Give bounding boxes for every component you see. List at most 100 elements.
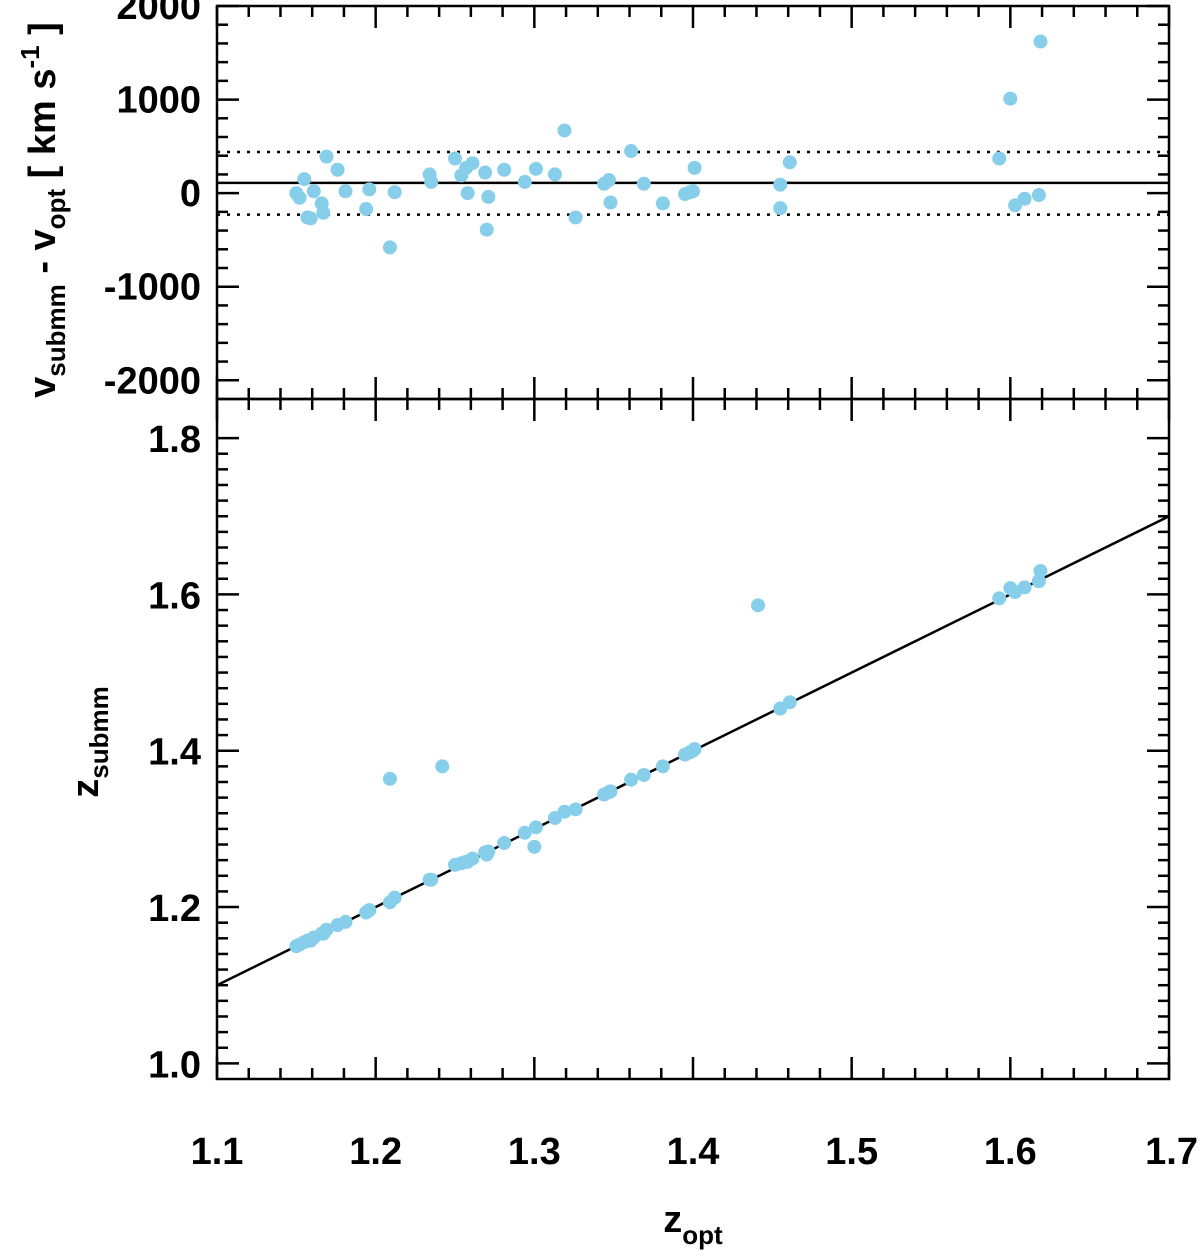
velocity-point — [1017, 191, 1032, 206]
velocity-point — [782, 155, 797, 170]
bottom-xtick-label: 1.1 — [191, 1131, 244, 1173]
redshift-point — [624, 772, 639, 787]
bottom-ytick-label: 1.6 — [148, 575, 201, 617]
bottom-x-axis-label: zopt — [663, 1199, 723, 1250]
bottom-ylabel-main: z — [65, 779, 107, 798]
bottom-plot-frame — [215, 397, 1171, 1081]
top-ylabel-sup: -1 — [15, 45, 45, 68]
velocity-point — [687, 160, 702, 175]
velocity-point — [686, 184, 700, 199]
redshift-point — [528, 820, 543, 835]
redshift-comparison-panel: 1.01.21.41.61.8 1.1 1.2 1.3 1.4 1.5 1.6 1.7 zs… — [65, 397, 1198, 1250]
bottom-ytick-label: 1.4 — [148, 732, 201, 774]
redshift-point — [655, 759, 670, 774]
bottom-y-tick-labels: 1.0 1.2 1.4 1.6 1.8 — [148, 419, 201, 1086]
redshift-point — [465, 851, 480, 866]
velocity-point — [1003, 91, 1018, 106]
top-axis-ticks — [215, 4, 1171, 399]
velocity-point — [497, 162, 512, 177]
velocity-point — [557, 123, 572, 138]
bottom-xtick-label: 1.2 — [349, 1131, 402, 1173]
velocity-point — [992, 151, 1007, 166]
top-ytick-label: -2000 — [104, 360, 201, 402]
redshift-point — [603, 784, 618, 799]
velocity-point — [297, 172, 312, 187]
top-ytick-label: 1000 — [116, 80, 201, 122]
top-ylabel-main: v — [22, 377, 64, 398]
bottom-axis-ticks — [215, 399, 1171, 1079]
velocity-point — [338, 184, 353, 199]
redshift-point — [338, 914, 353, 929]
bottom-xtick-label: 1.7 — [1145, 1131, 1198, 1173]
velocity-point — [382, 240, 397, 255]
redshift-point — [435, 759, 450, 774]
redshift-point — [517, 825, 532, 840]
xlabel-sub: opt — [682, 1220, 723, 1250]
velocity-point — [424, 174, 439, 189]
redshift-point — [481, 844, 496, 859]
bottom-xtick-label: 1.6 — [984, 1131, 1037, 1173]
redshift-point — [362, 903, 377, 918]
top-scatter-points — [289, 34, 1048, 255]
velocity-point — [465, 156, 480, 171]
redshift-point — [424, 872, 439, 887]
redshift-point — [382, 771, 397, 786]
velocity-point — [460, 186, 475, 201]
redshift-point — [319, 922, 334, 937]
velocity-point — [330, 162, 345, 177]
velocity-point — [387, 185, 402, 200]
velocity-point — [773, 201, 788, 216]
velocity-point — [319, 149, 334, 164]
velocity-point — [568, 210, 583, 225]
redshift-point — [497, 835, 512, 850]
bottom-xtick-label: 1.5 — [825, 1131, 878, 1173]
velocity-point — [359, 202, 374, 217]
bottom-y-axis-label: zsubmm — [65, 686, 114, 797]
top-ytick-label: 2000 — [116, 0, 201, 28]
redshift-point — [527, 839, 542, 854]
velocity-point — [547, 167, 562, 182]
top-ylabel-mid: - v — [22, 229, 64, 284]
velocity-point — [1033, 34, 1048, 49]
redshift-point — [782, 695, 797, 710]
velocity-point — [624, 144, 639, 159]
top-ytick-label: -1000 — [104, 267, 201, 309]
top-ylabel-sub2: opt — [41, 189, 71, 230]
bottom-ytick-label: 1.2 — [148, 888, 201, 930]
velocity-point — [528, 161, 543, 176]
velocity-point — [773, 177, 788, 192]
bottom-ytick-label: 1.8 — [148, 419, 201, 461]
redshift-point — [387, 890, 402, 905]
velocity-point — [362, 182, 377, 197]
xlabel-main: z — [663, 1199, 682, 1241]
velocity-point — [292, 190, 307, 205]
redshift-point — [568, 802, 583, 817]
velocity-point — [448, 151, 462, 166]
bottom-xtick-label: 1.3 — [508, 1131, 561, 1173]
velocity-point — [1031, 188, 1046, 203]
bottom-ylabel-sub: submm — [84, 686, 114, 778]
velocity-point — [481, 189, 496, 204]
redshift-point — [636, 767, 651, 782]
velocity-point — [636, 176, 651, 191]
redshift-point — [751, 598, 766, 613]
velocity-point — [478, 165, 493, 180]
bottom-ytick-label: 1.0 — [148, 1044, 201, 1086]
velocity-offset-panel: -2000 -1000 0 1000 2000 vsubmm - vopt [ km s… — [15, 0, 1171, 402]
velocity-point — [316, 205, 331, 220]
top-y-tick-labels: -2000 -1000 0 1000 2000 — [104, 0, 201, 402]
velocity-point — [306, 184, 321, 199]
velocity-point — [303, 211, 318, 226]
top-ylabel-sub1: submm — [41, 284, 71, 376]
redshift-point — [992, 591, 1007, 606]
redshift-point — [1017, 580, 1032, 595]
velocity-point — [603, 195, 618, 210]
redshift-point — [557, 804, 572, 819]
bottom-scatter-points — [289, 563, 1048, 954]
top-ylabel-unit-close: ] — [22, 22, 64, 45]
top-y-axis-label: vsubmm - vopt [ km s-1 ] — [15, 22, 71, 398]
top-ytick-label: 0 — [180, 173, 201, 215]
redshift-point — [1033, 563, 1048, 578]
redshift-point — [687, 742, 702, 757]
